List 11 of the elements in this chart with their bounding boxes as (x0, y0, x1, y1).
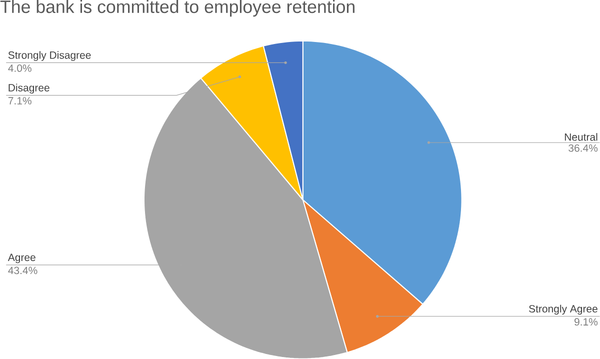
data-label: 4.0% (8, 64, 32, 72)
chart-title: The bank is committed to employee retention (0, 0, 354, 16)
slice-label: Agree (8, 254, 36, 264)
data-label: 7.1% (8, 96, 32, 104)
data-label: 36.4% (568, 144, 598, 152)
slice-label: Strongly Agree (529, 304, 598, 314)
slice-label: Strongly Disagree (8, 50, 91, 61)
data-label: 43.4% (8, 266, 38, 274)
data-label: 9.1% (574, 318, 598, 326)
slice-label: Neutral (564, 132, 598, 141)
slice-label: Disagree (8, 84, 50, 94)
